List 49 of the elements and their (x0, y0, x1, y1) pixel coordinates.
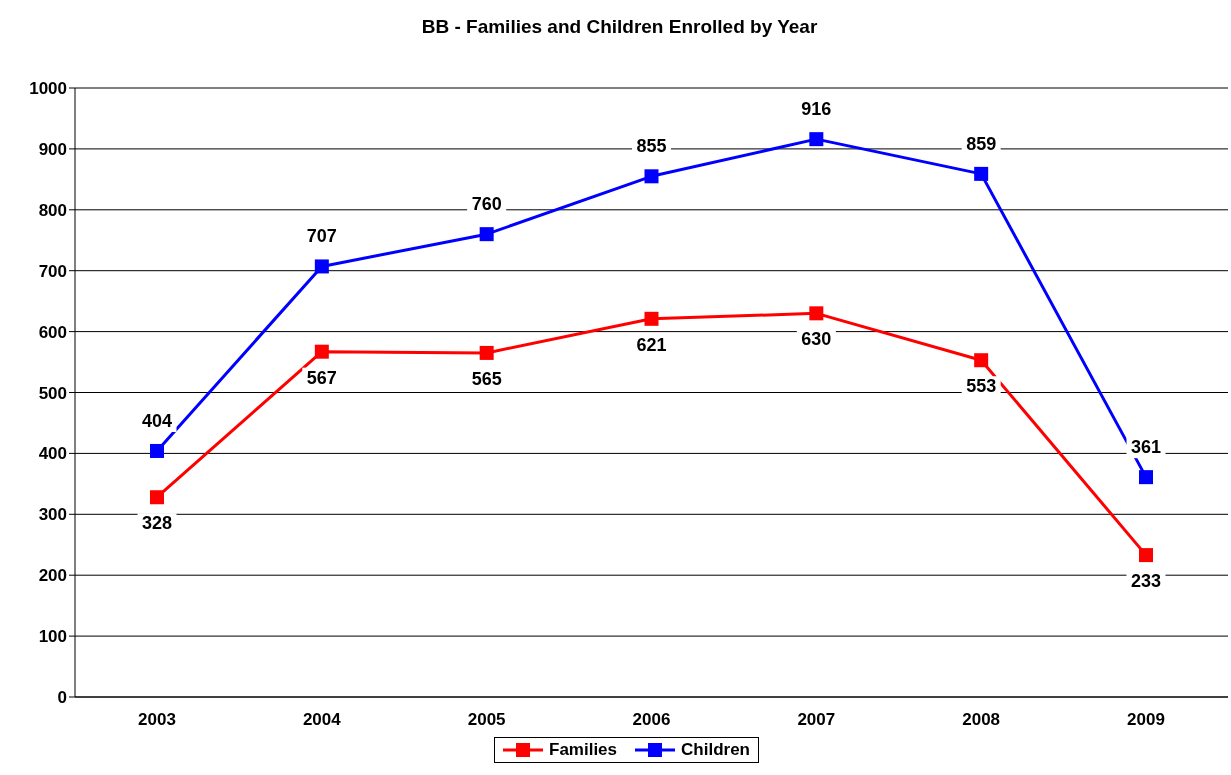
y-tick-label: 600 (38, 322, 67, 342)
point (479, 345, 494, 360)
y-tick-label: 500 (38, 383, 67, 403)
legend-label: Children (680, 740, 750, 760)
point (1139, 470, 1153, 485)
point (809, 306, 824, 321)
x-tick-label: 2004 (302, 710, 342, 730)
data-label: 553 (966, 376, 997, 397)
x-tick-label: 2008 (962, 710, 1001, 730)
point (314, 344, 329, 359)
chart-title: BB - Families and Children Enrolled by Year (420, 16, 819, 38)
data-label: 916 (801, 99, 832, 120)
data-label: 859 (966, 133, 997, 154)
y-tick-label: 300 (38, 505, 67, 525)
y-tick-label: 900 (38, 139, 67, 159)
point (1139, 548, 1153, 563)
data-label: 404 (141, 410, 173, 431)
point (974, 166, 989, 181)
point (974, 353, 989, 368)
y-tick-label: 800 (38, 200, 67, 220)
data-label: 621 (636, 334, 667, 355)
point (150, 490, 164, 505)
data-label: 565 (471, 368, 502, 389)
point (479, 227, 494, 242)
point (150, 443, 164, 458)
point (314, 259, 329, 274)
point (809, 132, 824, 147)
data-label: 233 (1130, 571, 1162, 592)
x-tick-label: 2006 (632, 710, 671, 730)
point (644, 311, 659, 326)
data-label: 567 (306, 367, 337, 388)
legend-label: Families (548, 740, 618, 760)
x-tick-label: 2007 (797, 710, 836, 730)
y-tick-label: 200 (38, 566, 67, 586)
data-label: 361 (1130, 437, 1162, 458)
data-label: 328 (141, 513, 173, 534)
y-tick-label: 1000 (29, 79, 67, 99)
y-tick-label: 100 (38, 627, 67, 647)
data-label: 630 (801, 329, 832, 350)
y-tick-label: 0 (57, 688, 67, 708)
x-tick-label: 2003 (138, 710, 176, 730)
data-label: 707 (306, 226, 337, 247)
point (644, 169, 659, 184)
y-tick-label: 400 (38, 444, 67, 464)
x-tick-label: 2009 (1127, 710, 1165, 730)
data-label: 855 (636, 136, 667, 157)
y-tick-label: 700 (38, 261, 67, 281)
x-tick-label: 2005 (467, 710, 506, 730)
data-label: 760 (471, 194, 502, 215)
